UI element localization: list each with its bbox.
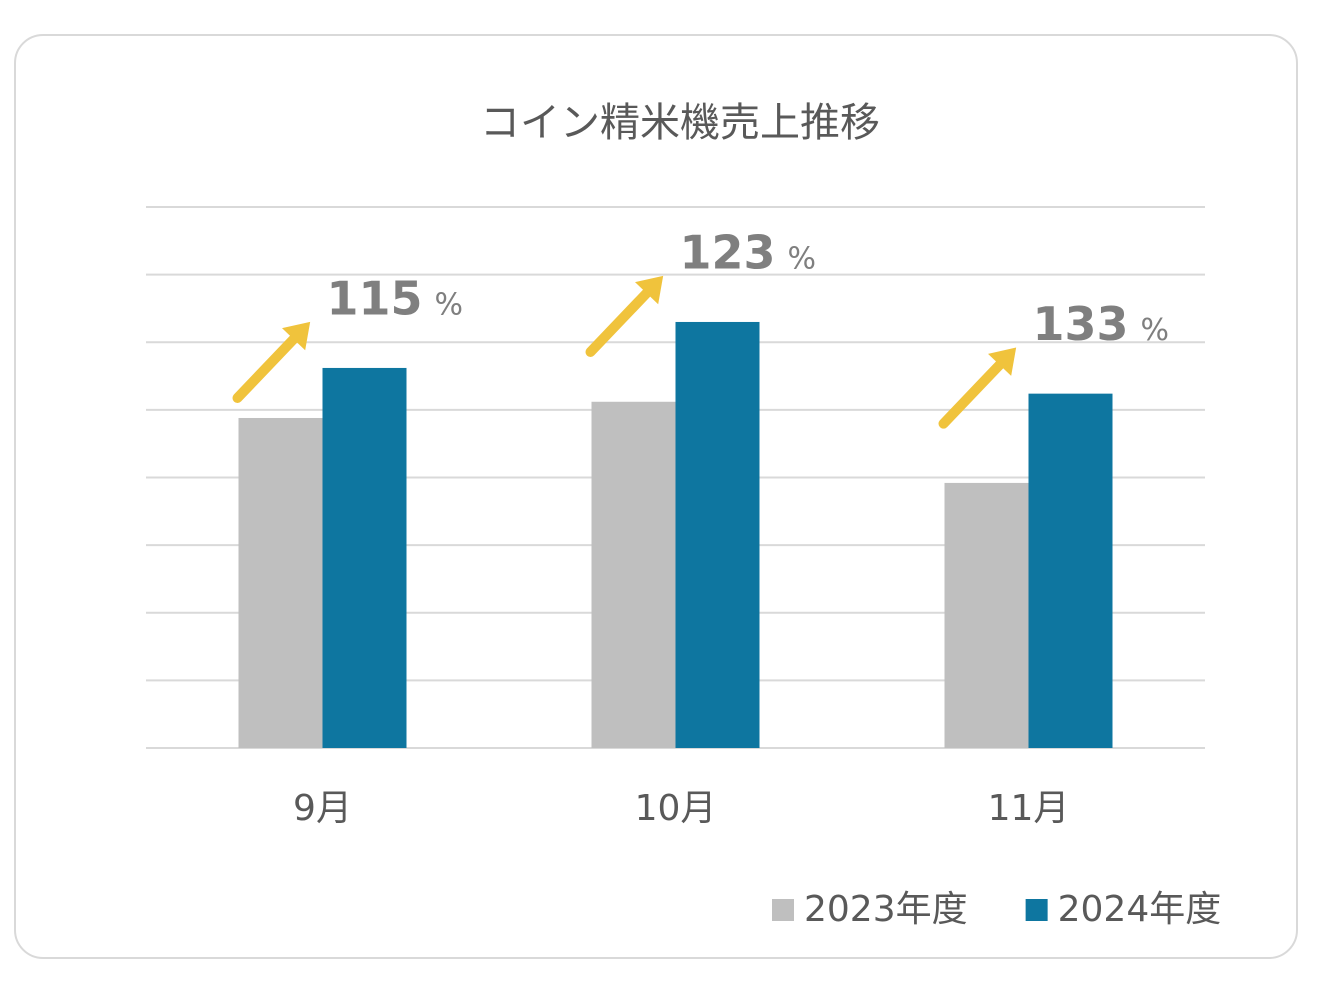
bar [675, 321, 760, 748]
growth-unit: % [435, 287, 464, 322]
growth-number: 133 [1033, 297, 1129, 351]
x-tick-label: 9月 [293, 788, 352, 829]
growth-unit: % [788, 241, 817, 276]
legend-label: 2024年度 [1058, 889, 1222, 930]
growth-arrow [232, 326, 306, 403]
growth-arrow [938, 352, 1012, 429]
bar [238, 417, 323, 748]
legend-swatch [772, 899, 794, 921]
growth-arrow-head [635, 275, 664, 305]
bar [1028, 393, 1113, 748]
bar [591, 401, 676, 748]
legend-label: 2023年度 [804, 889, 968, 930]
x-tick-label: 11月 [988, 788, 1070, 829]
legend-swatch [1025, 899, 1048, 921]
growth-number: 115 [327, 271, 423, 325]
x-tick-label: 10月 [635, 788, 717, 829]
growth-unit: % [1141, 313, 1170, 348]
growth-arrow [585, 280, 659, 357]
bar [944, 482, 1029, 748]
bar [322, 367, 407, 748]
chart-title: コイン精米機売上推移 [480, 100, 880, 146]
growth-arrow-head [988, 347, 1017, 376]
growth-arrow-head [282, 321, 311, 351]
growth-number: 123 [680, 225, 776, 279]
